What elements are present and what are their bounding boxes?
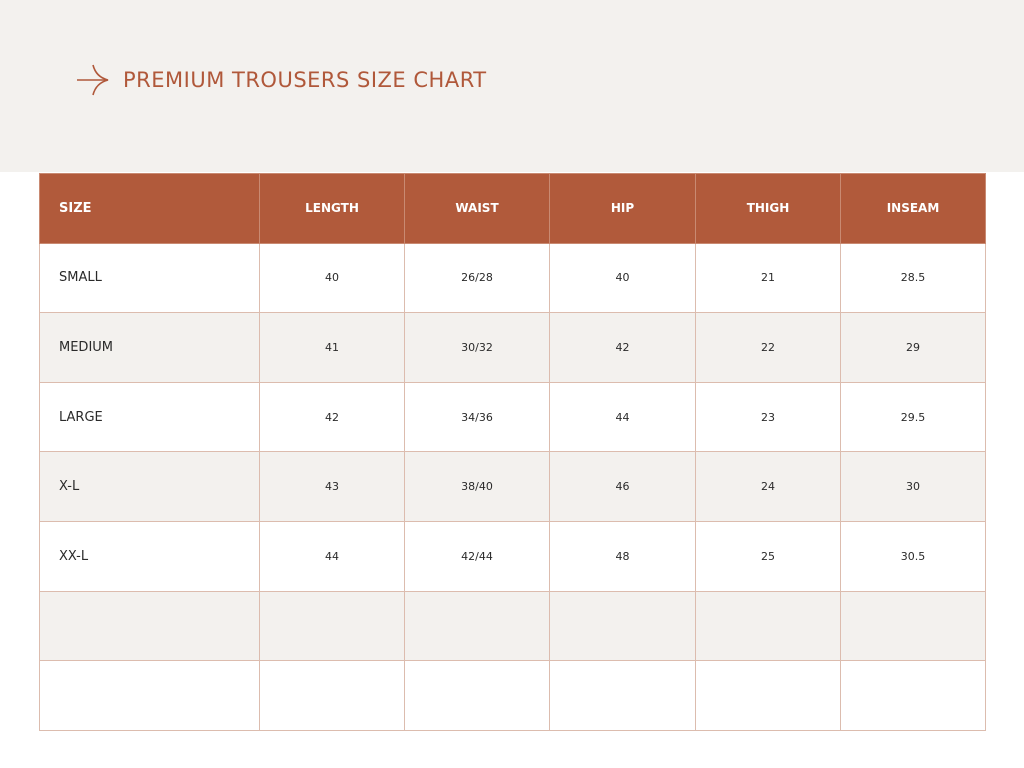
measure-cell: 42 (549, 312, 696, 383)
column-header: THIGH (695, 173, 841, 244)
size-cell: LARGE (39, 381, 260, 453)
column-header: HIP (549, 173, 696, 244)
table-row: MEDIUM 41 30/32 42 22 29 (39, 312, 986, 383)
size-cell: XX-L (39, 520, 260, 592)
table-row: X-L 43 38/40 46 24 30 (39, 451, 986, 522)
header-band (0, 0, 1024, 172)
title: PREMIUM TROUSERS SIZE CHART (123, 68, 487, 92)
measure-cell: 44 (259, 520, 405, 592)
table-row: LARGE 42 34/36 44 23 29.5 (39, 381, 986, 453)
measure-cell: 44 (549, 381, 696, 453)
measure-cell: 21 (695, 242, 841, 314)
header-row: SIZE LENGTH WAIST HIP THIGH INSEAM (39, 173, 986, 244)
size-cell: X-L (39, 451, 260, 522)
size-table: SIZE LENGTH WAIST HIP THIGH INSEAM SMALL 40 26/… (39, 173, 986, 731)
measure-cell: 46 (549, 451, 696, 522)
measure-cell: 26/28 (404, 242, 550, 314)
measure-cell: 42 (259, 381, 405, 453)
column-header: INSEAM (840, 173, 986, 244)
measure-cell: 29.5 (840, 381, 986, 453)
measure-cell: 43 (259, 451, 405, 522)
column-header: WAIST (404, 173, 550, 244)
measure-cell: 25 (695, 520, 841, 592)
arrow-icon (77, 64, 109, 96)
column-header: LENGTH (259, 173, 405, 244)
measure-cell: 38/40 (404, 451, 550, 522)
measure-cell: 42/44 (404, 520, 550, 592)
table-row: SMALL 40 26/28 40 21 28.5 (39, 242, 986, 314)
measure-cell: 40 (259, 242, 405, 314)
measure-cell: 41 (259, 312, 405, 383)
measure-cell: 30 (840, 451, 986, 522)
blank-rows (39, 590, 986, 731)
size-cell: MEDIUM (39, 312, 260, 383)
measure-cell: 24 (695, 451, 841, 522)
measure-cell: 30.5 (840, 520, 986, 592)
measure-cell: 23 (695, 381, 841, 453)
size-cell: SMALL (39, 242, 260, 314)
measure-cell: 28.5 (840, 242, 986, 314)
measure-cell: 40 (549, 242, 696, 314)
column-header: SIZE (39, 173, 260, 244)
measure-cell: 29 (840, 312, 986, 383)
measure-cell: 48 (549, 520, 696, 592)
measure-cell: 22 (695, 312, 841, 383)
measure-cell: 30/32 (404, 312, 550, 383)
measure-cell: 34/36 (404, 381, 550, 453)
table-row: XX-L 44 42/44 48 25 30.5 (39, 520, 986, 592)
